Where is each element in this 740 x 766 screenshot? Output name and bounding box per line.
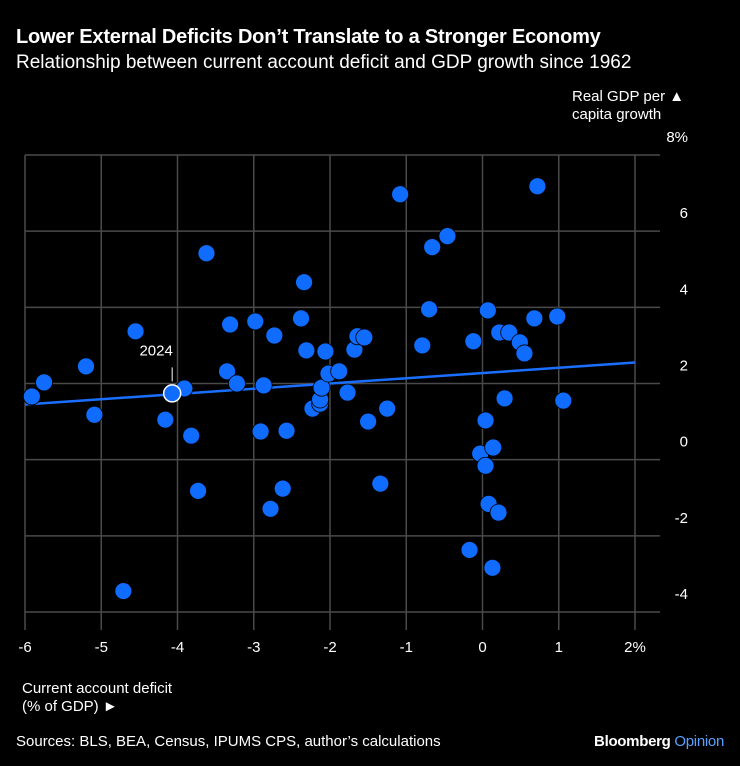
data-point	[254, 376, 273, 395]
y-axis-label: Real GDP per ▲ capita growth	[572, 88, 685, 123]
x-tick-label: -4	[171, 639, 184, 656]
chart-title: Lower External Deficits Don’t Translate …	[16, 26, 601, 48]
data-point	[114, 582, 133, 600]
y-tick-label: 4	[680, 281, 688, 298]
data-point	[126, 322, 145, 341]
data-point-2024	[162, 384, 182, 403]
x-tick-label: 2%	[624, 639, 646, 656]
data-point	[246, 312, 265, 331]
data-point	[476, 456, 495, 475]
data-point	[378, 399, 397, 418]
x-tick-label: 1	[555, 639, 563, 656]
data-point	[525, 309, 544, 328]
data-point	[438, 227, 457, 246]
data-point	[218, 362, 236, 381]
y-tick-label: 2	[680, 358, 688, 375]
data-point	[484, 438, 503, 457]
data-point	[359, 412, 378, 431]
brand: Bloomberg	[594, 733, 671, 750]
data-point	[420, 300, 439, 319]
x-axis-label: Current account deficit (% of GDP) ►	[22, 680, 173, 715]
data-point	[391, 185, 410, 204]
data-point	[22, 387, 41, 406]
data-point	[197, 244, 216, 263]
data-point	[413, 336, 432, 355]
data-point	[515, 344, 534, 363]
data-point	[261, 499, 280, 518]
y-tick-label: -2	[675, 510, 688, 527]
data-point	[548, 307, 567, 326]
data-point	[295, 273, 313, 292]
data-point	[189, 481, 207, 500]
data-point	[277, 421, 296, 440]
data-point	[221, 315, 240, 334]
annotation-label: 2024	[139, 342, 172, 359]
data-point	[460, 541, 479, 559]
data-point	[338, 383, 357, 402]
data-point	[77, 357, 95, 376]
y-tick-label: 6	[680, 205, 688, 222]
data-point	[297, 341, 316, 360]
data-point	[476, 411, 495, 430]
x-tick-label: -2	[323, 639, 336, 656]
data-point	[423, 238, 442, 257]
x-tick-label: -6	[18, 639, 31, 656]
data-point	[371, 474, 390, 493]
data-point	[483, 558, 502, 577]
x-tick-label: -3	[247, 639, 260, 656]
data-point	[355, 328, 374, 347]
data-point	[330, 362, 349, 381]
trend-line	[24, 361, 636, 406]
data-point	[182, 426, 201, 445]
data-point	[495, 389, 514, 408]
data-point	[251, 422, 270, 441]
bloomberg-opinion-logo: Bloomberg Opinion	[594, 733, 724, 750]
data-point	[292, 309, 310, 328]
brand-suffix: Opinion	[674, 733, 724, 750]
data-point	[85, 405, 104, 424]
chart-subtitle: Relationship between current account def…	[16, 52, 632, 73]
data-point	[228, 374, 246, 393]
y-tick-label: -4	[675, 586, 688, 603]
data-point	[156, 410, 175, 429]
data-point	[528, 177, 547, 196]
data-point	[464, 332, 483, 351]
x-tick-label: 0	[478, 639, 486, 656]
data-point	[35, 373, 53, 392]
x-tick-label: -1	[400, 639, 413, 656]
data-point	[554, 391, 573, 410]
data-point	[478, 301, 497, 320]
data-point	[265, 326, 284, 345]
source-note: Sources: BLS, BEA, Census, IPUMS CPS, au…	[16, 733, 441, 750]
y-tick-label: 0	[680, 434, 688, 451]
data-point	[273, 479, 292, 498]
y-tick-label: 8%	[666, 129, 688, 146]
data-point	[316, 342, 335, 361]
data-point	[489, 503, 508, 522]
x-tick-label: -5	[95, 639, 108, 656]
